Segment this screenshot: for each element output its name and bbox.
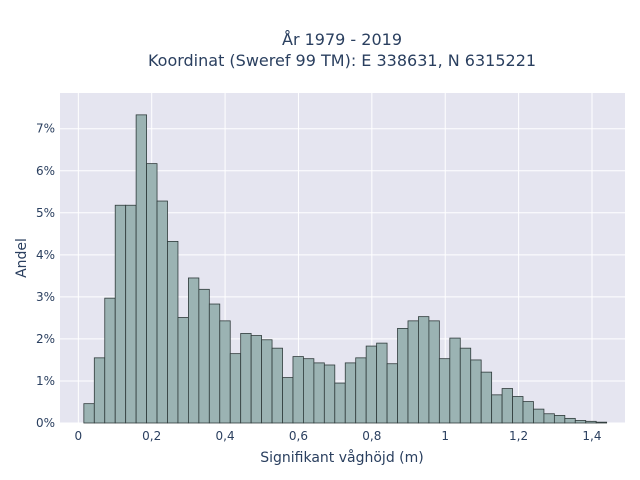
histogram-bar <box>501 388 513 424</box>
histogram-bar <box>282 377 294 424</box>
y-tick-label: 3% <box>36 290 55 304</box>
histogram-bar <box>480 371 493 424</box>
x-tick-labels: 0 0,2 0,4 0,6 0,8 1 1,2 1,4 <box>75 429 602 443</box>
histogram-bar <box>386 363 398 424</box>
histogram-bar <box>397 328 409 424</box>
histogram-bar <box>438 358 451 424</box>
chart-subtitle: Koordinat (Sweref 99 TM): E 338631, N 63… <box>148 51 536 70</box>
histogram-bar <box>574 420 587 424</box>
histogram-bar <box>240 333 252 424</box>
y-tick-label: 4% <box>36 248 55 262</box>
histogram-bar <box>595 421 608 424</box>
histogram-bar <box>313 362 325 424</box>
bars <box>83 114 608 424</box>
histogram-bar <box>323 364 336 424</box>
histogram-bar <box>292 356 304 424</box>
histogram-bar <box>512 396 524 424</box>
histogram-bar <box>146 163 158 424</box>
x-tick-label: 0,4 <box>216 429 235 443</box>
histogram-bar <box>303 358 315 424</box>
histogram-bar <box>188 277 200 424</box>
y-tick-label: 5% <box>36 206 55 220</box>
histogram-bar <box>365 345 378 424</box>
y-tick-label: 2% <box>36 332 55 346</box>
histogram-bar <box>104 297 116 424</box>
x-tick-label: 1,2 <box>509 429 528 443</box>
histogram-bar <box>271 347 283 424</box>
histogram-bar <box>219 320 231 424</box>
histogram-bar <box>449 337 461 424</box>
histogram-bar <box>93 357 106 424</box>
histogram-bar <box>208 303 221 424</box>
histogram-bar <box>418 316 430 424</box>
chart-title: År 1979 - 2019 <box>282 30 402 49</box>
y-tick-label: 1% <box>36 374 55 388</box>
histogram-bar <box>564 417 576 424</box>
histogram-bar <box>261 339 273 424</box>
histogram-bar <box>470 359 482 424</box>
x-tick-label: 1,4 <box>582 429 601 443</box>
x-tick-label: 0,6 <box>289 429 308 443</box>
y-tick-labels: 0% 1% 2% 3% 4% 5% 6% 7% <box>36 122 55 430</box>
y-tick-label: 7% <box>36 122 55 136</box>
histogram-bar <box>125 204 137 424</box>
histogram-bar <box>167 240 179 424</box>
histogram-bar <box>407 320 419 424</box>
histogram-bar <box>355 357 367 424</box>
histogram-bar <box>459 347 472 424</box>
histogram-bar <box>156 200 168 424</box>
histogram-bar <box>522 401 534 424</box>
y-tick-label: 6% <box>36 164 55 178</box>
x-tick-label: 0,8 <box>362 429 381 443</box>
histogram-bar <box>428 320 440 424</box>
y-axis-label: Andel <box>14 238 30 278</box>
histogram-bar <box>83 403 95 424</box>
histogram-bar <box>135 114 147 424</box>
histogram-bar <box>229 353 242 424</box>
histogram-bar <box>533 408 545 424</box>
x-tick-label: 0 <box>75 429 83 443</box>
x-tick-label: 1 <box>441 429 449 443</box>
histogram-bar <box>114 204 127 424</box>
histogram-bar <box>250 335 263 424</box>
y-tick-label: 0% <box>36 416 55 430</box>
histogram-bar <box>344 362 357 424</box>
histogram-bar <box>491 394 503 424</box>
histogram-bar <box>334 382 346 424</box>
histogram-bar <box>543 413 555 424</box>
histogram-bar <box>376 342 388 424</box>
histogram-bar <box>198 288 210 424</box>
histogram-bar <box>553 415 566 424</box>
x-axis-label: Signifikant våghöjd (m) <box>260 449 423 466</box>
histogram-bar <box>585 420 597 424</box>
x-tick-label: 0,2 <box>142 429 161 443</box>
histogram-bar <box>177 317 189 424</box>
